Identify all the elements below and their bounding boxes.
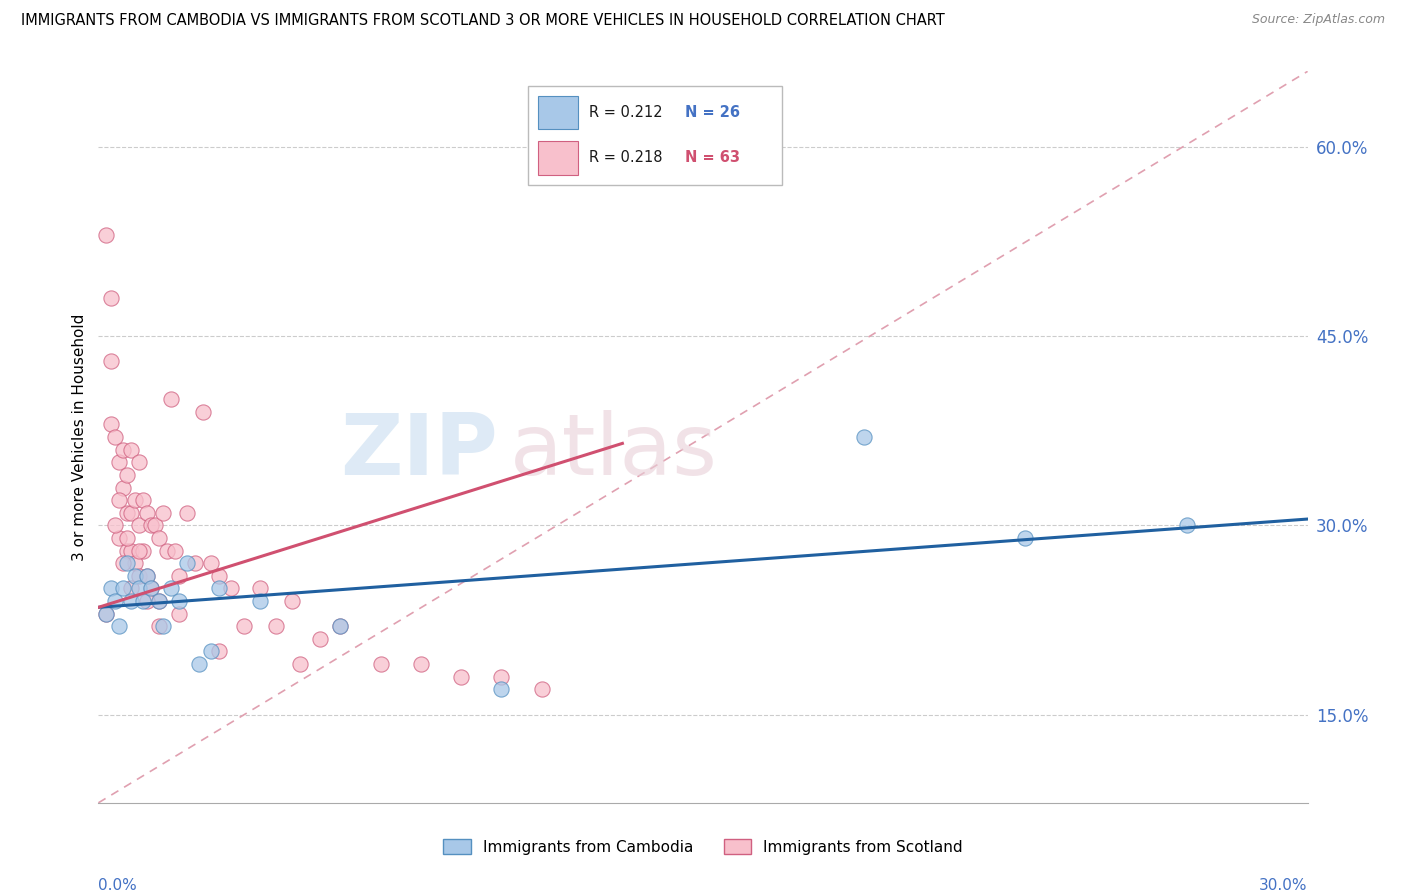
Point (853, 430, 876, 444)
Point (100, 291, 122, 305)
Point (221, 582, 243, 596)
Point (167, 607, 190, 621)
Point (208, 582, 231, 596)
Point (120, 442, 142, 457)
Point (148, 594, 170, 608)
Point (111, 442, 134, 457)
Point (115, 467, 138, 482)
Point (288, 657, 311, 671)
Point (176, 556, 198, 570)
Point (132, 543, 155, 558)
Point (115, 506, 138, 520)
Point (329, 619, 352, 633)
Point (124, 493, 146, 508)
Point (176, 506, 198, 520)
Point (156, 543, 179, 558)
Point (148, 619, 170, 633)
Point (208, 569, 231, 583)
Point (107, 531, 129, 545)
Point (152, 506, 174, 520)
Point (309, 632, 332, 646)
Point (139, 582, 162, 596)
Point (96, 607, 118, 621)
Point (120, 543, 142, 558)
Point (264, 619, 287, 633)
Point (1014, 531, 1036, 545)
Point (107, 455, 129, 469)
Text: ZIP: ZIP (340, 410, 498, 493)
Point (450, 670, 472, 684)
Point (135, 506, 157, 520)
Point (107, 493, 129, 508)
Point (107, 619, 129, 633)
Point (200, 556, 222, 570)
Point (132, 493, 155, 508)
Y-axis label: 3 or more Vehicles in Household: 3 or more Vehicles in Household (72, 313, 87, 561)
Point (370, 657, 392, 671)
Text: atlas: atlas (509, 410, 717, 493)
Point (167, 569, 190, 583)
Point (249, 594, 271, 608)
Point (120, 506, 142, 520)
Point (139, 518, 162, 533)
Point (115, 531, 138, 545)
Point (111, 582, 134, 596)
Point (96, 607, 118, 621)
Point (120, 582, 142, 596)
Point (163, 543, 186, 558)
Point (188, 657, 211, 671)
Text: 0.0%: 0.0% (98, 879, 138, 892)
Point (232, 619, 254, 633)
Point (96, 228, 118, 243)
Point (184, 556, 207, 570)
Text: 30.0%: 30.0% (1260, 879, 1308, 892)
Point (148, 531, 170, 545)
Point (124, 569, 146, 583)
Point (491, 670, 513, 684)
Point (128, 582, 150, 596)
Text: Source: ZipAtlas.com: Source: ZipAtlas.com (1251, 13, 1385, 27)
Point (100, 354, 122, 368)
Point (491, 682, 513, 697)
Point (139, 582, 162, 596)
Point (120, 594, 142, 608)
Point (135, 569, 157, 583)
Point (167, 594, 190, 608)
Point (1175, 518, 1198, 533)
Point (103, 594, 125, 608)
Point (135, 594, 157, 608)
Point (115, 543, 138, 558)
Legend: Immigrants from Cambodia, Immigrants from Scotland: Immigrants from Cambodia, Immigrants fro… (437, 833, 969, 861)
Point (160, 582, 183, 596)
Point (329, 619, 352, 633)
Point (409, 657, 432, 671)
Point (128, 455, 150, 469)
Point (103, 430, 125, 444)
Point (128, 569, 150, 583)
Point (193, 405, 215, 419)
Point (124, 556, 146, 570)
Point (200, 644, 222, 658)
Point (100, 582, 122, 596)
Point (208, 644, 231, 658)
Point (249, 582, 271, 596)
Point (530, 682, 553, 697)
Point (148, 594, 170, 608)
Point (128, 518, 150, 533)
Point (132, 594, 155, 608)
Point (152, 619, 174, 633)
Point (111, 481, 134, 495)
Point (160, 392, 183, 407)
Point (103, 518, 125, 533)
Text: IMMIGRANTS FROM CAMBODIA VS IMMIGRANTS FROM SCOTLAND 3 OR MORE VEHICLES IN HOUSE: IMMIGRANTS FROM CAMBODIA VS IMMIGRANTS F… (21, 13, 945, 29)
Point (100, 417, 122, 432)
Point (135, 569, 157, 583)
Point (143, 518, 166, 533)
Point (111, 556, 134, 570)
Point (281, 594, 304, 608)
Point (128, 543, 150, 558)
Point (115, 556, 138, 570)
